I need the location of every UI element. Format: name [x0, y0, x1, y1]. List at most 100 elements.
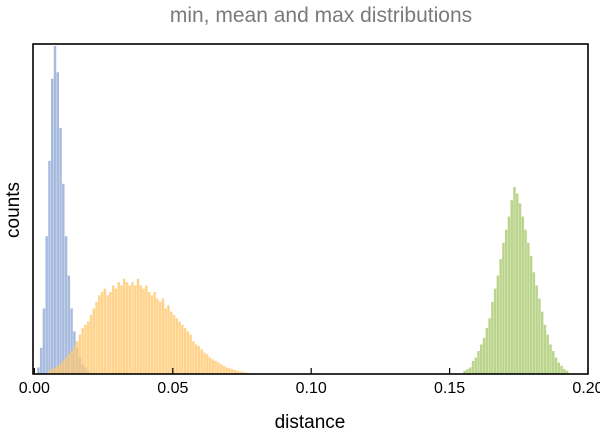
histogram-bar — [554, 357, 558, 374]
histogram-bar — [64, 357, 68, 374]
histogram-bar — [95, 301, 98, 374]
histogram-bar — [480, 344, 483, 374]
histogram-bar — [167, 305, 170, 374]
histogram-bar — [510, 200, 513, 374]
histogram-bar — [59, 128, 62, 374]
x-tick-label: 0.10 — [296, 380, 327, 397]
histogram-bar — [527, 242, 530, 374]
histogram-bar — [543, 324, 547, 374]
histogram-bar — [53, 46, 57, 374]
chart-title: min, mean and max distributions — [170, 4, 472, 27]
histogram-bar — [128, 285, 131, 374]
histogram-bar — [183, 328, 187, 374]
histogram-bar — [142, 288, 145, 374]
histogram-bar — [192, 341, 195, 374]
histogram-bar — [53, 367, 57, 374]
plot-frame — [32, 43, 589, 375]
histogram-bar — [186, 331, 190, 374]
histogram-bar — [507, 216, 511, 374]
histogram-bar — [120, 285, 123, 374]
histogram-bar — [42, 308, 46, 374]
histogram-bar — [516, 193, 519, 374]
histogram-bar — [194, 344, 198, 374]
histogram-bar — [98, 295, 101, 374]
x-tick-label: 0.20 — [572, 380, 600, 397]
histogram-bar — [109, 292, 112, 374]
histogram-bar — [203, 352, 206, 374]
y-axis-label: counts — [3, 182, 24, 238]
histogram-bar — [546, 334, 549, 374]
histogram-bar — [513, 187, 516, 374]
histogram-bar — [67, 354, 71, 374]
histogram-bar — [172, 314, 176, 374]
histogram-bar — [565, 370, 569, 374]
histogram-bar — [471, 360, 475, 374]
histogram-bar — [499, 259, 502, 374]
histogram-bar — [125, 282, 129, 374]
histogram-bar — [50, 78, 54, 375]
histogram-bar — [228, 368, 231, 374]
histogram-bar — [92, 308, 95, 374]
histogram-bar — [532, 272, 536, 374]
histogram-bar — [59, 364, 62, 374]
histogram-bar — [73, 346, 76, 374]
histogram-bar — [150, 295, 154, 374]
histogram-bar — [70, 351, 73, 374]
histogram-bar — [114, 288, 118, 374]
x-tick-label: 0.05 — [157, 380, 188, 397]
histogram-bar — [175, 318, 179, 374]
histogram-bar — [214, 360, 217, 374]
histogram-bar — [466, 369, 469, 374]
histogram-bar — [211, 359, 215, 374]
histogram-bar — [39, 347, 43, 374]
histogram-bar — [219, 364, 223, 374]
histogram-bar — [45, 236, 48, 374]
histogram-bar — [200, 349, 203, 374]
histogram-bar — [563, 369, 566, 374]
histogram-bar — [153, 292, 156, 374]
histogram-bar — [178, 321, 181, 374]
x-tick-label: 0.15 — [434, 380, 465, 397]
histogram-bar — [70, 308, 73, 374]
histogram-bar — [236, 370, 239, 374]
histogram-bar — [84, 324, 87, 374]
histogram-bar — [50, 369, 54, 374]
histogram-bar — [156, 298, 159, 374]
histogram-bar — [67, 275, 71, 374]
histogram-bar — [463, 370, 466, 374]
histogram-bar — [230, 369, 234, 374]
histogram-bar — [134, 285, 137, 374]
histogram-bar — [164, 308, 167, 374]
histogram-bar — [170, 311, 173, 374]
histogram-bars — [37, 46, 569, 375]
histogram-bar — [488, 318, 491, 374]
histogram-bar — [222, 365, 226, 374]
histogram-bar — [131, 282, 134, 374]
histogram-bar — [181, 324, 184, 374]
histogram-bar — [502, 242, 505, 374]
histogram-bar — [538, 298, 541, 374]
histogram-bar — [521, 216, 525, 374]
histogram-bar — [75, 341, 79, 374]
histogram-bar — [78, 334, 82, 374]
histogram-bar — [158, 301, 162, 374]
histogram-bar — [518, 203, 522, 374]
histogram-bar — [549, 344, 552, 374]
histogram-bar — [485, 328, 489, 374]
histogram-bar — [225, 367, 228, 374]
histogram-bar — [468, 367, 472, 374]
histogram-bar — [62, 183, 65, 374]
histogram-bar — [48, 160, 51, 374]
histogram-bar — [64, 236, 68, 374]
histogram-bar — [477, 351, 480, 374]
x-axis-label: distance — [275, 412, 346, 431]
histogram-bar — [208, 357, 212, 374]
histogram-bar — [217, 362, 220, 374]
histogram-bar — [206, 354, 209, 374]
histogram-bar — [557, 362, 561, 374]
histogram-bar — [552, 351, 555, 374]
histogram-bar — [81, 328, 84, 374]
histogram-bar — [239, 371, 242, 374]
histogram-bar — [56, 72, 59, 375]
histogram-bar — [482, 337, 486, 374]
